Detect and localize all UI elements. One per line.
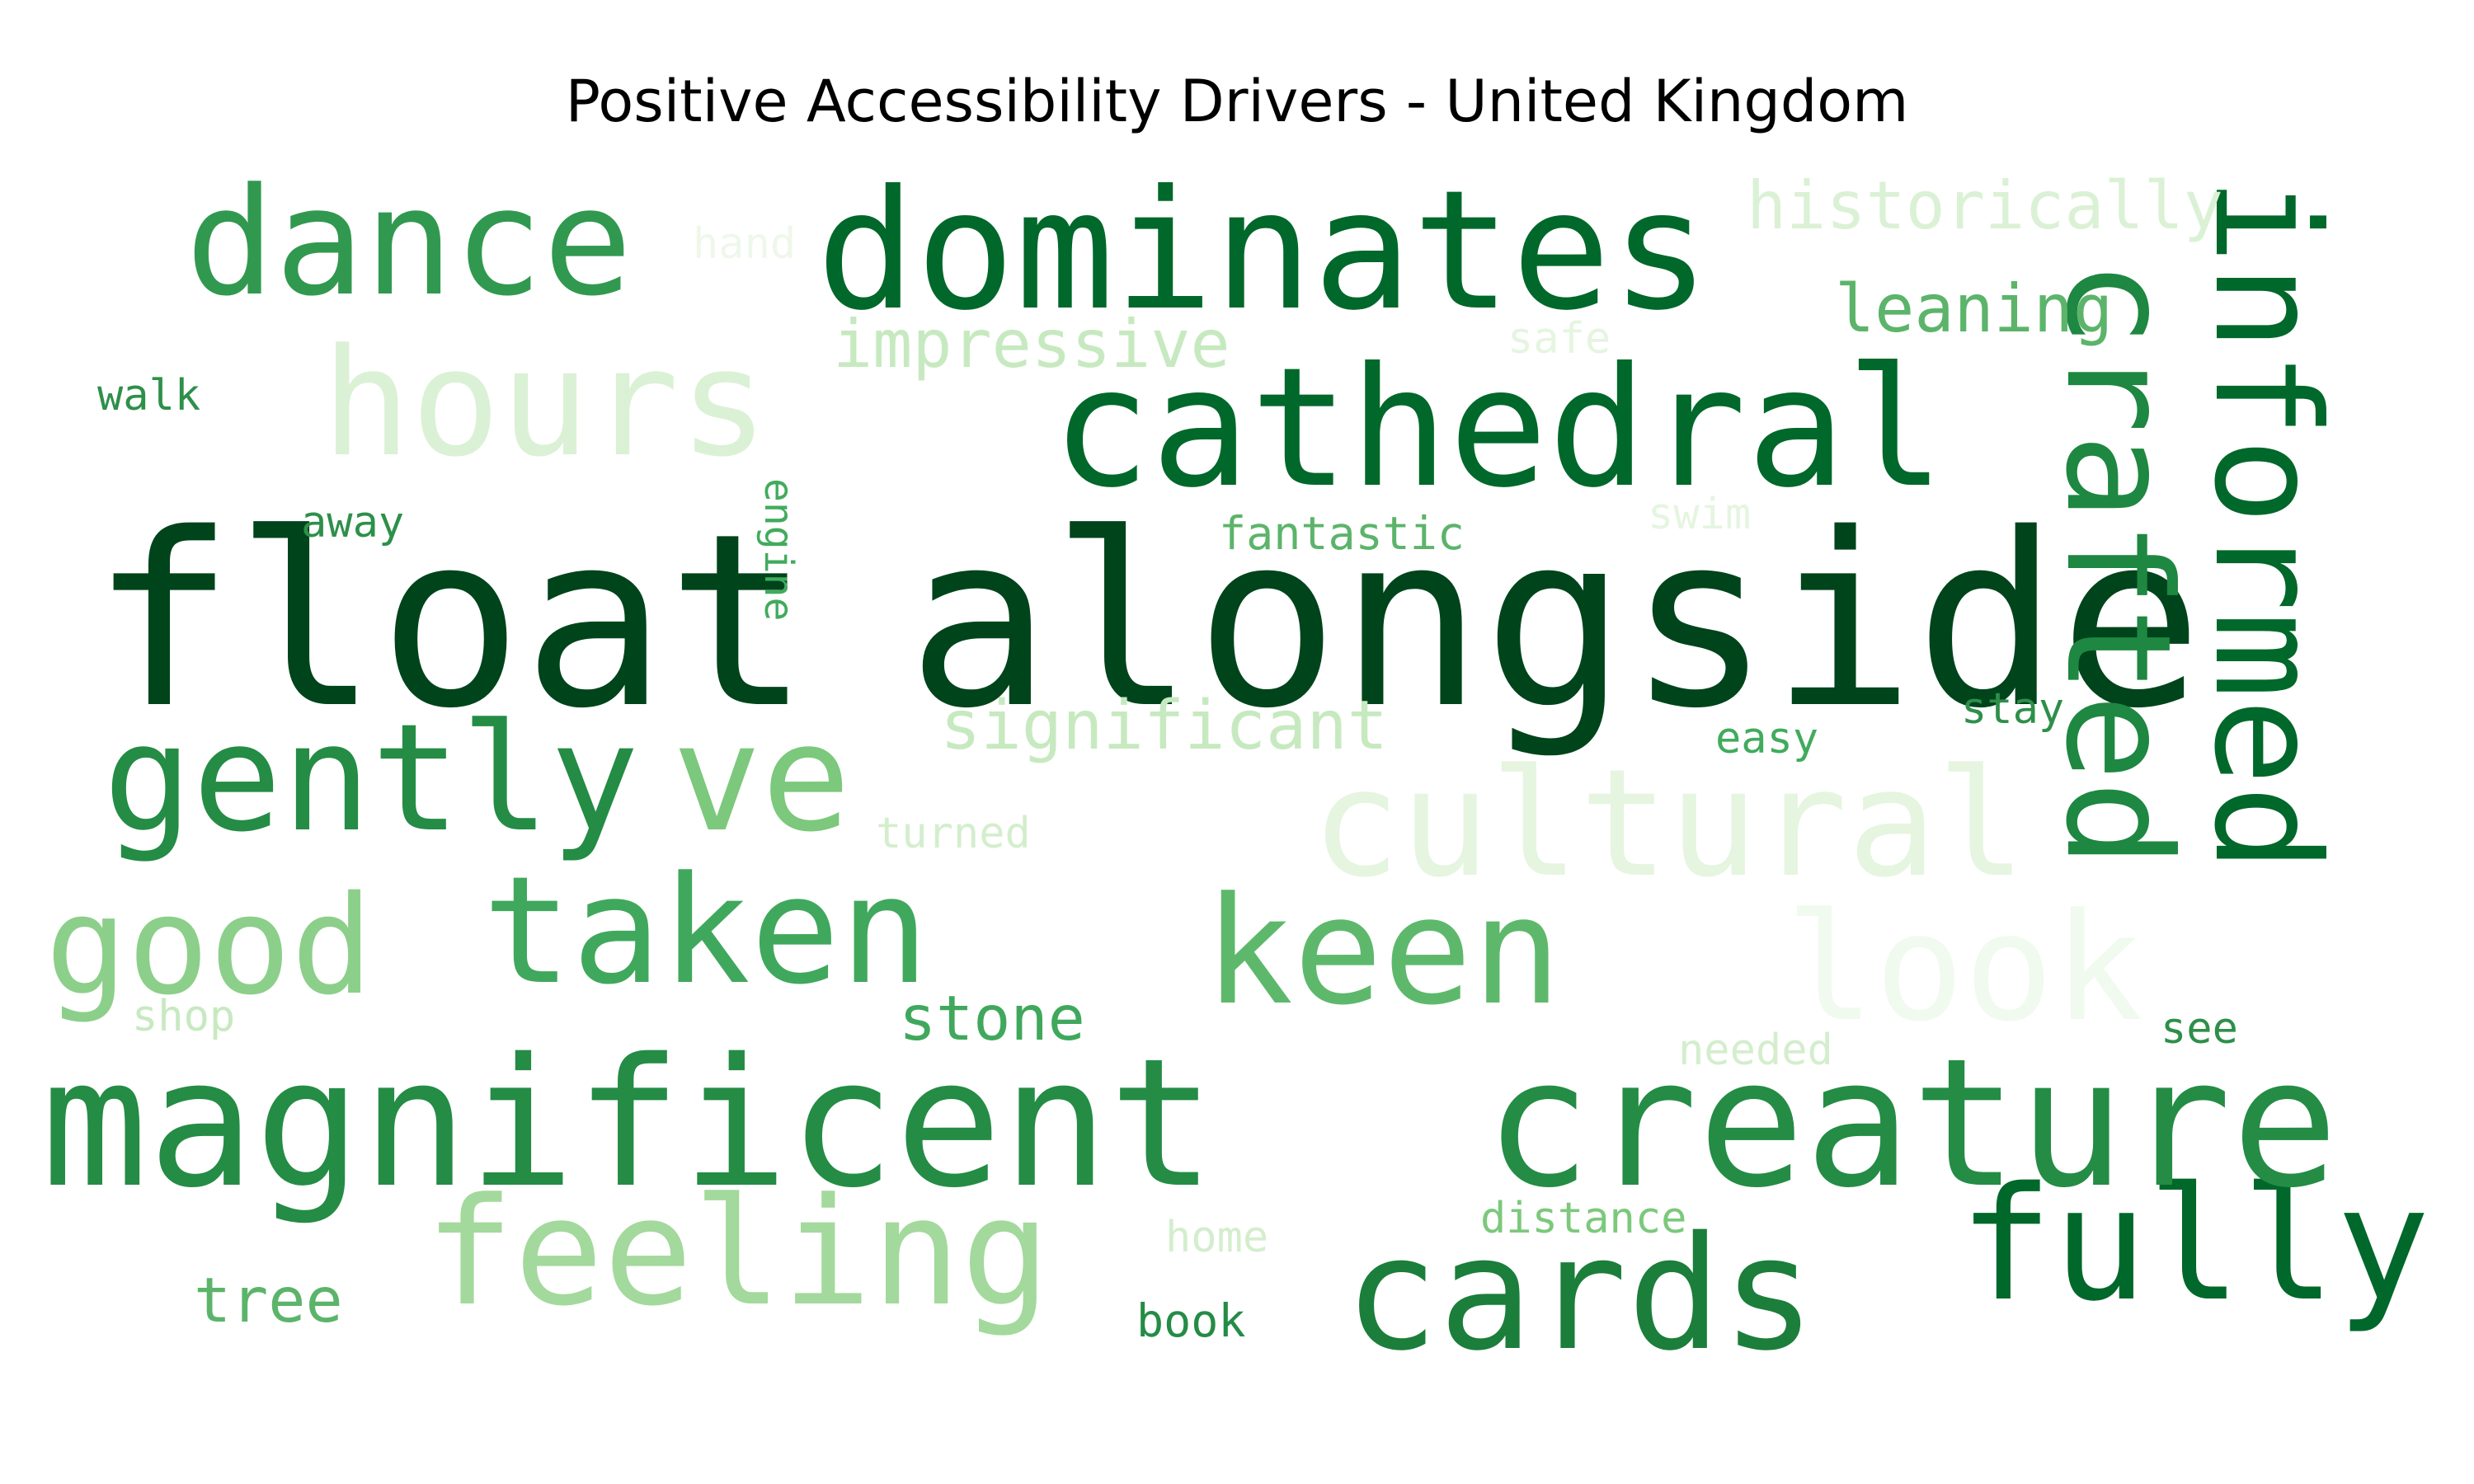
word-significant: significant xyxy=(940,687,1389,765)
word-engine: engine xyxy=(755,478,802,622)
chart-title: Positive Accessibility Drivers - United … xyxy=(565,68,1909,135)
word-home: home xyxy=(1165,1213,1269,1262)
word-book: book xyxy=(1136,1294,1246,1347)
word-fully: fully xyxy=(1959,1153,2430,1336)
word-hand: hand xyxy=(693,219,797,269)
word-hours: hours xyxy=(322,317,769,490)
word-shop: shop xyxy=(132,992,236,1041)
word-creature: creature xyxy=(1484,1020,2339,1227)
word-magnificent: magnificent xyxy=(41,1020,1216,1227)
word-cultural: cultural xyxy=(1311,738,2026,910)
word-swim: swim xyxy=(1648,490,1752,539)
word-taken: taken xyxy=(482,845,929,1017)
word-walk: walk xyxy=(97,371,201,420)
word-safe: safe xyxy=(1507,314,1611,364)
word-keen: keen xyxy=(1204,866,1562,1038)
word-away: away xyxy=(301,498,405,547)
word-stone: stone xyxy=(899,982,1085,1054)
word-historically: historically xyxy=(1747,167,2223,244)
word-dance: dance xyxy=(186,157,633,329)
word-fantastic: fantastic xyxy=(1219,507,1465,560)
word-float: float xyxy=(91,483,811,761)
word-alongside: alongside xyxy=(907,483,2204,761)
word-gently: gently xyxy=(103,693,640,865)
word-impressive: impressive xyxy=(833,306,1230,383)
word-distance: distance xyxy=(1480,1194,1687,1243)
word-leaning: leaning xyxy=(1835,270,2114,347)
word-informed: informed xyxy=(2182,177,2349,872)
word-cards: cards xyxy=(1344,1203,1816,1385)
word-feeling: feeling xyxy=(425,1167,1051,1339)
word-crafted: crafted xyxy=(2034,260,2201,868)
word-tree: tree xyxy=(194,1264,343,1336)
word-see: see xyxy=(2161,1004,2238,1054)
word-cathedral: cathedral xyxy=(1051,332,1945,524)
word-ve: ve xyxy=(672,693,851,865)
word-stay: stay xyxy=(1961,684,2065,734)
word-easy: easy xyxy=(1715,714,1819,763)
word-turned: turned xyxy=(876,809,1031,858)
word-look: look xyxy=(1785,882,2143,1054)
word-needed: needed xyxy=(1678,1026,1833,1075)
word-dominates: dominates xyxy=(816,155,1710,347)
word-good: good xyxy=(45,866,374,1025)
